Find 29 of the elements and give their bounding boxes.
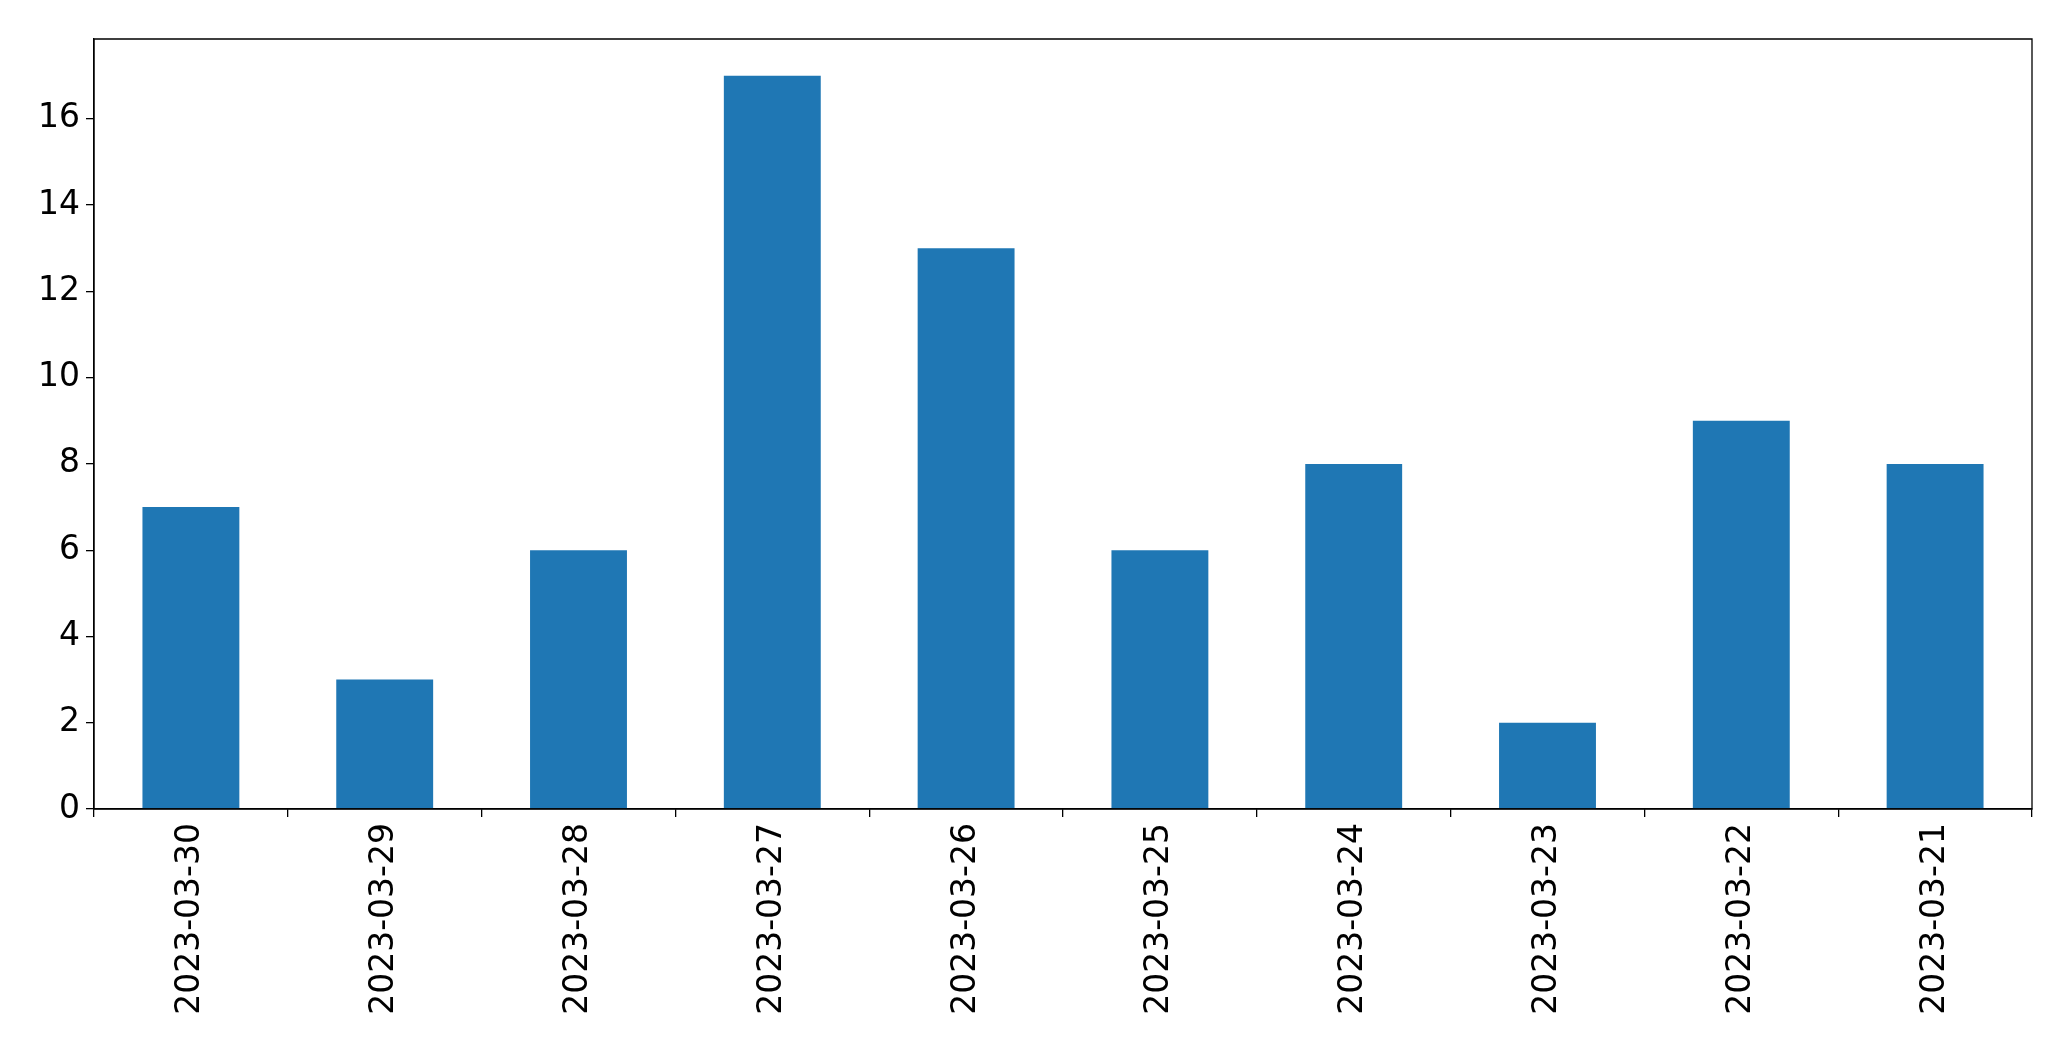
bar — [1499, 722, 1596, 809]
y-tick-label: 8 — [59, 441, 80, 481]
x-tick-label: 2023-03-28 — [556, 823, 596, 1015]
bar — [1692, 420, 1790, 809]
y-tick-label: 0 — [59, 786, 80, 826]
x-tick-label: 2023-03-23 — [1525, 823, 1565, 1015]
x-tick-label: 2023-03-26 — [943, 823, 983, 1015]
y-tick-label: 10 — [38, 355, 80, 395]
x-tick-label: 2023-03-25 — [1137, 823, 1177, 1015]
x-tick-label: 2023-03-30 — [168, 823, 208, 1015]
y-tick-label: 2 — [59, 700, 80, 740]
y-tick-label: 16 — [38, 96, 80, 136]
bar — [530, 550, 627, 809]
bar — [1886, 463, 1984, 809]
y-tick-label: 6 — [59, 527, 80, 567]
y-tick-label: 4 — [59, 614, 80, 654]
bar — [142, 507, 240, 809]
bar — [1111, 550, 1209, 809]
y-tick-label: 14 — [38, 182, 80, 222]
bar — [336, 679, 434, 809]
y-tick-label: 12 — [38, 268, 80, 308]
x-tick-label: 2023-03-22 — [1718, 823, 1758, 1015]
bar — [1305, 463, 1403, 809]
x-tick-label: 2023-03-24 — [1331, 823, 1371, 1015]
x-tick-label: 2023-03-29 — [362, 823, 402, 1015]
x-tick-label: 2023-03-21 — [1912, 823, 1952, 1015]
bar — [917, 248, 1015, 809]
bar — [723, 75, 821, 809]
x-tick-label: 2023-03-27 — [749, 823, 789, 1015]
